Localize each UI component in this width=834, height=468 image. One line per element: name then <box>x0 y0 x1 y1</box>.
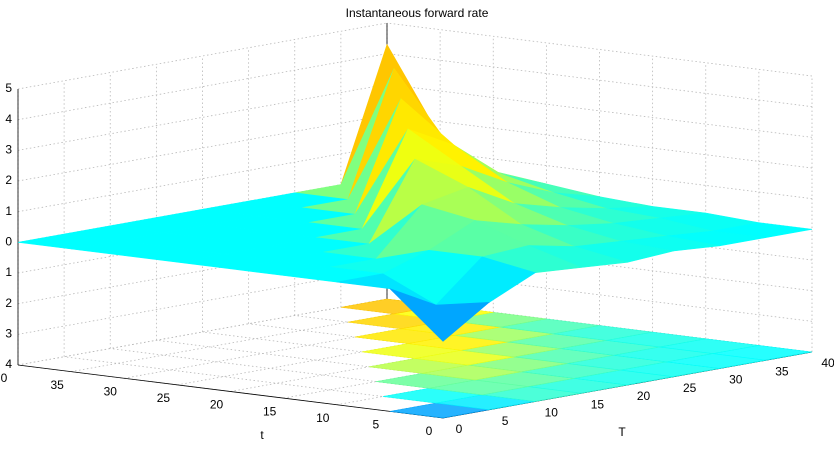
x-tick-label: 15 <box>591 397 605 411</box>
y-tick-label: 0 <box>426 424 433 438</box>
grid-line <box>17 114 388 182</box>
z-tick-label: 4 <box>5 112 12 126</box>
x-tick-label: 40 <box>821 356 834 370</box>
y-axis-label: t <box>260 428 264 442</box>
grid-line <box>64 356 490 411</box>
chart-title: Instantaneous forward rate <box>346 6 489 20</box>
grid-line <box>110 348 536 402</box>
y-tick-label: 10 <box>316 411 330 425</box>
grid-line <box>202 331 628 386</box>
y-tick-label: 35 <box>50 378 64 392</box>
grid-line <box>17 145 388 213</box>
x-tick-label: 5 <box>502 414 509 428</box>
x-tick-label: 30 <box>729 373 743 387</box>
grid-line <box>386 22 813 77</box>
y-tick-label: 15 <box>263 404 277 418</box>
x-tick-label: 20 <box>637 389 651 403</box>
y-tick-label: 5 <box>373 418 380 432</box>
grid-line <box>248 323 674 378</box>
grid-line <box>386 53 813 108</box>
grid-line <box>386 83 813 138</box>
z-tick-label: 2 <box>5 296 12 310</box>
z-tick-label: 4 <box>5 357 12 371</box>
z-tick-label: 2 <box>5 173 12 187</box>
axis-line <box>17 364 444 419</box>
y-tick-label: 20 <box>210 398 224 412</box>
z-tick-label: 0 <box>5 235 12 249</box>
z-tick-label: 3 <box>5 327 12 341</box>
grid-line <box>386 114 813 169</box>
z-tick-label: 5 <box>5 81 12 95</box>
x-tick-label: 10 <box>545 406 559 420</box>
y-tick-label: 30 <box>104 384 118 398</box>
grid-line <box>17 298 388 366</box>
z-tick-label: 3 <box>5 143 12 157</box>
grid-line <box>156 339 582 394</box>
grid-line <box>17 83 388 151</box>
x-axis-label: T <box>618 425 626 439</box>
x-tick-label: 0 <box>456 422 463 436</box>
x-tick-label: 35 <box>775 364 789 378</box>
x-tick-label: 25 <box>683 381 697 395</box>
grid-line <box>17 53 388 121</box>
y-tick-label: 0 <box>1 371 8 385</box>
grid-line <box>17 22 388 90</box>
y-tick-label: 25 <box>157 391 171 405</box>
z-tick-label: 1 <box>5 204 12 218</box>
z-tick-label: 1 <box>5 265 12 279</box>
surface-cell <box>389 288 490 342</box>
